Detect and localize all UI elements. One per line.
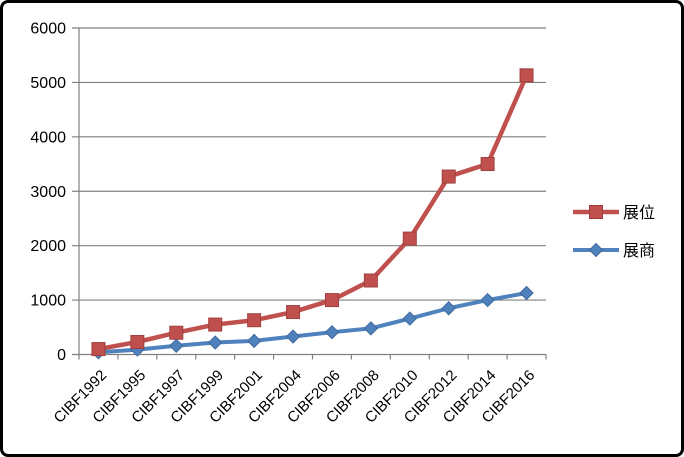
series-1-marker-CIBF2014 [480,292,495,308]
series-1-marker-CIBF1999 [208,335,223,350]
series-1-marker-CIBF2006 [324,324,340,340]
series-0-marker-CIBF1995 [130,334,145,349]
line-chart: 0100020003000400050006000CIBF1992CIBF199… [30,21,655,427]
legend-marker-0 [589,205,603,219]
series-0-marker-CIBF1997 [169,325,184,340]
series-1-marker-CIBF2016 [519,285,534,301]
legend-label-1: 展商 [623,242,655,260]
series-0-marker-CIBF2014 [480,157,495,172]
y-axis-label-2000: 2000 [30,238,66,255]
y-axis-label-0: 0 [57,347,66,364]
series-1-marker-CIBF2012 [441,301,456,316]
series-0-marker-CIBF2006 [324,293,339,308]
series-0-marker-CIBF2016 [519,68,534,83]
series-1-marker-CIBF2004 [285,329,301,344]
series-0-marker-CIBF2008 [363,273,378,288]
legend-label-0: 展位 [623,204,655,222]
y-axis-label-6000: 6000 [30,21,66,38]
series-0-line [98,74,529,352]
series-0-marker-CIBF1999 [208,317,223,332]
series-1-marker-CIBF2010 [402,311,417,326]
series-0-marker-CIBF1992 [91,342,106,357]
legend-marker-1 [588,242,604,258]
series-0-marker-CIBF2010 [402,231,417,246]
y-axis-label-3000: 3000 [30,184,66,201]
series-1-marker-CIBF2008 [363,321,379,336]
series-0-marker-CIBF2012 [441,169,456,184]
series-1-line [98,291,527,355]
y-axis-label-1000: 1000 [30,293,66,310]
y-axis-label-5000: 5000 [30,75,66,92]
series-1-marker-CIBF1997 [169,338,184,354]
series-0-marker-CIBF2004 [286,305,301,320]
series-0-marker-CIBF2001 [247,313,262,328]
y-axis-label-4000: 4000 [30,129,66,146]
series-1-marker-CIBF2001 [246,333,262,349]
